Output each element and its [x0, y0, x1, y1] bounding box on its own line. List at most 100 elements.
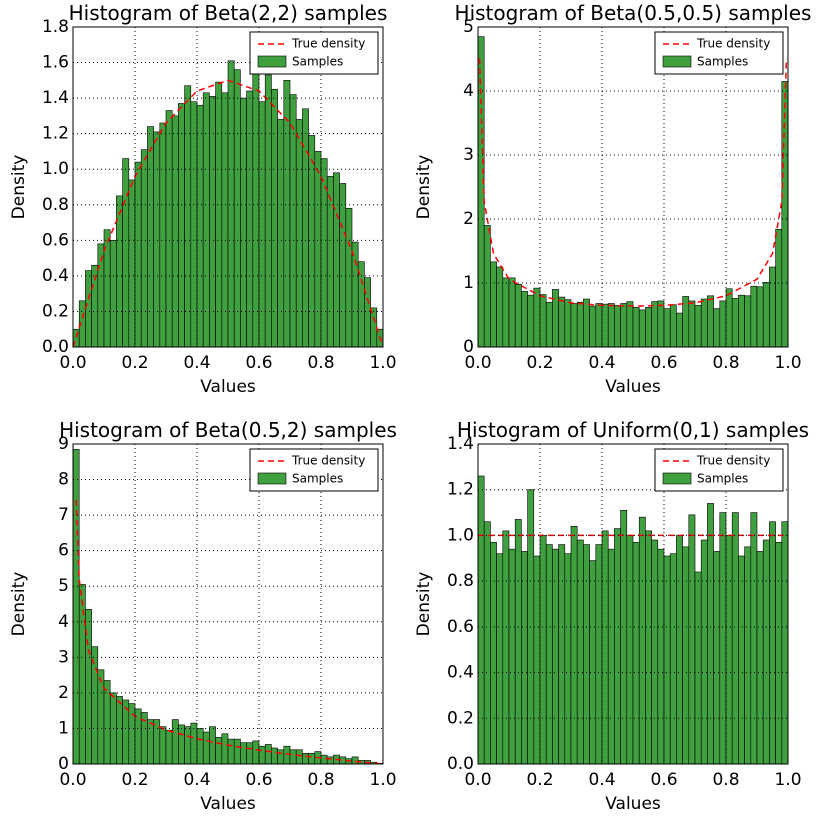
- bar: [370, 307, 378, 347]
- y-tick-label: 0.8: [447, 571, 474, 591]
- x-axis-label: Values: [605, 794, 661, 814]
- axes-frame: [477, 26, 789, 348]
- bar: [626, 535, 634, 764]
- legend-label: Samples: [292, 55, 343, 69]
- bar: [558, 296, 566, 347]
- bar: [725, 288, 733, 347]
- y-tick-label: 1.4: [447, 434, 474, 454]
- y-tick-label: 5: [58, 576, 69, 596]
- bar: [614, 305, 621, 347]
- legend: True density Samples: [249, 448, 379, 492]
- bar: [521, 551, 528, 764]
- y-tick-label: 0.0: [42, 337, 69, 357]
- bar: [277, 119, 285, 347]
- bar: [209, 726, 216, 764]
- bar: [78, 584, 86, 764]
- legend-label: True density: [291, 454, 365, 468]
- bar: [539, 294, 547, 347]
- bar: [570, 525, 578, 764]
- bar: [738, 294, 745, 347]
- bar: [607, 303, 615, 347]
- bar: [707, 295, 714, 347]
- bar: [682, 546, 690, 764]
- y-tick-label: 3: [58, 647, 69, 667]
- density-curve: [73, 79, 383, 347]
- bar: [233, 738, 241, 764]
- y-tick-label: 0.8: [42, 195, 69, 215]
- bar: [744, 295, 752, 347]
- plot-area: [73, 60, 383, 347]
- subplot-title: Histogram of Beta(0.5,0.5) samples: [455, 1, 812, 25]
- bar: [657, 300, 665, 347]
- bar: [694, 571, 702, 764]
- bar: [295, 749, 303, 764]
- x-axis-label: Values: [200, 377, 256, 397]
- bar: [258, 101, 266, 347]
- subplot: 0.0 0.2 0.4 0.6 0.8 1.0 0.0 0.2 0.4 0.6 0.8 1.0 1.2 1…: [9, 1, 397, 397]
- bar: [490, 541, 497, 764]
- bar: [601, 303, 609, 347]
- bar: [552, 289, 559, 347]
- y-tick-label: 1.2: [447, 480, 474, 500]
- y-tick-label: 0.2: [42, 301, 69, 321]
- y-tick-label: 0.0: [447, 754, 474, 774]
- y-tick-label: 1.0: [42, 159, 69, 179]
- bar: [345, 208, 353, 347]
- bar: [171, 115, 179, 347]
- bar: [320, 754, 328, 764]
- bar: [731, 512, 739, 764]
- bar: [85, 270, 92, 347]
- bar: [756, 286, 764, 347]
- x-tick-label: 0.6: [245, 353, 272, 373]
- bar: [589, 305, 597, 347]
- y-tick-label: 3: [463, 145, 474, 165]
- x-tick-label: 0.0: [464, 353, 491, 373]
- bar: [478, 475, 485, 764]
- bar: [645, 307, 652, 347]
- bar: [632, 541, 640, 764]
- bar: [171, 719, 179, 764]
- bar: [147, 719, 154, 764]
- bar: [688, 300, 696, 347]
- bar: [190, 722, 198, 764]
- y-tick-label: 1: [463, 273, 474, 293]
- bar: [308, 135, 316, 347]
- bar: [527, 294, 535, 347]
- bar: [638, 516, 646, 764]
- y-axis-label: Density: [414, 155, 434, 220]
- y-tick-label: 9: [58, 434, 69, 454]
- bar: [196, 104, 204, 347]
- bar: [308, 753, 316, 764]
- y-tick-label: 4: [463, 81, 474, 101]
- legend-label: Samples: [697, 472, 748, 486]
- bar: [564, 553, 572, 764]
- bar: [676, 535, 683, 764]
- bar: [109, 240, 117, 347]
- bar: [196, 728, 204, 764]
- y-tick-label: 5: [463, 17, 474, 37]
- bar: [756, 551, 764, 764]
- bar: [595, 303, 603, 347]
- bar: [227, 738, 235, 764]
- bar: [209, 96, 216, 347]
- bar: [202, 731, 210, 764]
- bar: [514, 519, 522, 764]
- x-tick-label: 0.4: [588, 770, 615, 790]
- bar: [258, 745, 266, 764]
- legend: True density Samples: [249, 31, 379, 75]
- bar: [320, 158, 328, 347]
- bar: [552, 548, 559, 764]
- bar: [576, 539, 584, 764]
- subplot: 0.0 0.2 0.4 0.6 0.8 1.0 0.0 0.2 0.4 0.6 0.8 1.0 1.2 1…: [414, 418, 809, 814]
- bar: [165, 729, 173, 764]
- bar: [246, 742, 254, 764]
- x-tick-label: 0.6: [245, 770, 272, 790]
- bar: [521, 291, 528, 347]
- bar: [73, 449, 80, 764]
- bar: [215, 81, 223, 347]
- bar: [620, 303, 628, 347]
- x-tick-label: 0.0: [59, 353, 86, 373]
- bar: [91, 646, 99, 764]
- bar: [781, 81, 788, 347]
